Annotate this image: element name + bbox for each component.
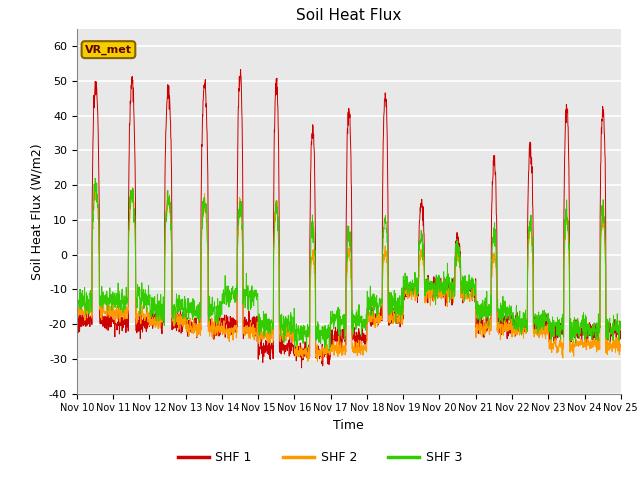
SHF 1 [365, 314, 372, 320]
SHF 2 [92, 179, 100, 185]
SHF 1 [508, 324, 515, 329]
SHF 3 [570, 328, 577, 334]
SHF 2 [508, 316, 515, 322]
SHF 2 [377, 314, 385, 320]
SHF 2 [617, 343, 625, 348]
SHF 3 [225, 290, 232, 296]
SHF 2 [225, 335, 232, 341]
SHF 2 [570, 337, 577, 343]
SHF 3 [92, 176, 99, 181]
Legend: SHF 1, SHF 2, SHF 3: SHF 1, SHF 2, SHF 3 [173, 446, 467, 469]
Line: SHF 2: SHF 2 [77, 182, 621, 361]
SHF 1 [298, 365, 305, 371]
SHF 2 [314, 359, 321, 364]
SHF 3 [325, 348, 333, 353]
SHF 1 [377, 303, 385, 309]
SHF 3 [584, 327, 592, 333]
Line: SHF 1: SHF 1 [77, 70, 621, 368]
SHF 3 [73, 286, 81, 291]
SHF 1 [584, 326, 592, 332]
Line: SHF 3: SHF 3 [77, 179, 621, 350]
Text: VR_met: VR_met [85, 45, 132, 55]
SHF 2 [73, 309, 81, 315]
SHF 2 [365, 315, 372, 321]
SHF 1 [570, 332, 577, 338]
SHF 1 [225, 326, 232, 332]
SHF 3 [508, 303, 515, 309]
X-axis label: Time: Time [333, 419, 364, 432]
SHF 1 [237, 67, 244, 72]
SHF 1 [73, 309, 81, 315]
SHF 1 [617, 328, 625, 334]
SHF 3 [617, 325, 625, 331]
SHF 3 [365, 300, 372, 306]
SHF 2 [584, 342, 592, 348]
Y-axis label: Soil Heat Flux (W/m2): Soil Heat Flux (W/m2) [30, 143, 44, 279]
Title: Soil Heat Flux: Soil Heat Flux [296, 9, 401, 24]
SHF 3 [377, 304, 385, 310]
